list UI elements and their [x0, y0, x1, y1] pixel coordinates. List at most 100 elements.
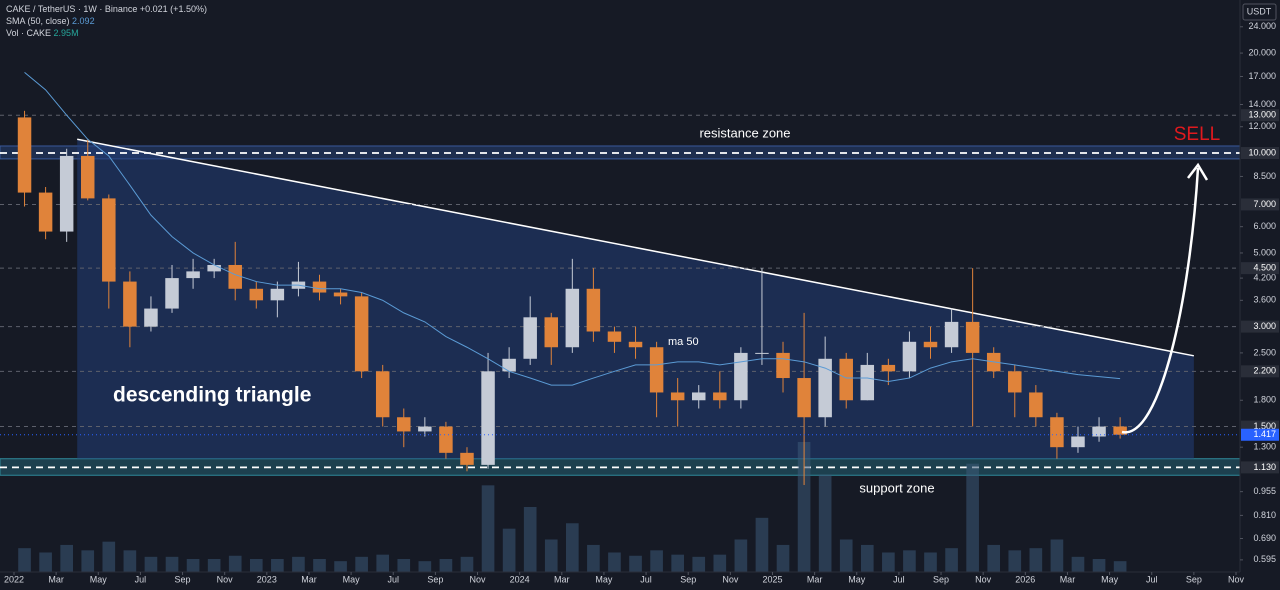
volume-bar — [1092, 559, 1106, 572]
candle-body — [186, 271, 200, 279]
arrow-head — [1187, 162, 1209, 181]
candle-body — [418, 426, 432, 432]
level-label: 2.200 — [1253, 366, 1276, 376]
price-axis — [1240, 0, 1280, 590]
y-tick-label: 8.500 — [1253, 171, 1276, 181]
candle-body — [123, 281, 137, 327]
candle-body — [628, 341, 643, 348]
volume-bar — [60, 544, 73, 572]
candle-body — [333, 292, 348, 297]
y-tick-label: 0.690 — [1253, 533, 1276, 543]
x-tick-label: Jul — [1146, 574, 1158, 584]
volume-bar — [1071, 556, 1085, 572]
level-label: 1.130 — [1253, 462, 1276, 472]
x-tick-label: Mar — [48, 574, 64, 584]
candle-body — [1029, 392, 1043, 418]
volume-bar — [355, 556, 368, 572]
volume-bar — [587, 544, 600, 572]
level-box — [1241, 198, 1279, 211]
candle-body — [586, 288, 601, 332]
symbol-name: CAKE / TetherUS · 1W · Binance — [6, 4, 137, 14]
volume-bar — [186, 559, 200, 572]
y-tick-label: 4.200 — [1253, 272, 1276, 282]
y-tick-label: 0.810 — [1253, 510, 1276, 520]
volume-bar — [418, 561, 432, 572]
volume-bar — [924, 552, 937, 572]
signal: SELL — [1174, 124, 1220, 145]
candle-body — [565, 288, 580, 348]
x-tick-label: 2024 — [510, 574, 530, 584]
level-box — [1241, 109, 1279, 122]
candle-body — [797, 378, 811, 418]
y-tick-label: 17.000 — [1248, 71, 1276, 81]
candle-body — [1008, 371, 1022, 393]
x-tick-label: May — [1101, 574, 1119, 584]
candle-body — [691, 392, 706, 401]
candle-body — [755, 352, 769, 354]
x-tick-label: Mar — [301, 574, 317, 584]
y-tick-label: 14.000 — [1248, 99, 1276, 109]
price-label: 1.417 — [1253, 429, 1276, 439]
volume-bar — [165, 556, 179, 572]
x-tick-label: Nov — [722, 574, 739, 584]
candle-body — [354, 296, 369, 372]
volume-bar — [502, 528, 516, 572]
x-tick-label: Nov — [975, 574, 992, 584]
candle-body — [649, 347, 664, 393]
volume-bar — [544, 539, 558, 572]
x-tick-label: 2025 — [762, 574, 782, 584]
candle-body — [713, 392, 727, 401]
volume-bar — [650, 550, 663, 572]
candle-body — [144, 308, 158, 327]
arrow — [1121, 167, 1200, 434]
plot-area — [0, 71, 1241, 572]
y-tick-label: 20.000 — [1248, 47, 1276, 57]
volume-bar — [376, 554, 390, 572]
y-tick-label: 2.500 — [1253, 347, 1276, 357]
zone-label: support zone — [859, 480, 934, 495]
symbol: CAKE / TetherUS · 1W · Binance +0.021 (+… — [6, 4, 207, 14]
x-tick-label: Jul — [640, 574, 652, 584]
x-tick-label: Nov — [217, 574, 234, 584]
y-tick-label: 0.595 — [1253, 554, 1276, 564]
volume-value: 2.95M — [54, 28, 79, 38]
x-tick-label: May — [343, 574, 361, 584]
volume-bar — [1050, 539, 1064, 572]
volume-legend: Vol · CAKE 2.95M — [6, 28, 79, 38]
x-tick-label: Jul — [893, 574, 905, 584]
volume-bar — [818, 474, 832, 572]
candle-body — [397, 417, 411, 432]
volume-bar — [608, 552, 621, 572]
candle-body — [439, 426, 453, 453]
candle-body — [460, 452, 474, 465]
candle-body — [923, 341, 938, 348]
candle-body — [80, 155, 95, 199]
x-tick-label: Sep — [175, 574, 191, 584]
x-tick-label: Nov — [1228, 574, 1245, 584]
volume-bar — [945, 548, 958, 572]
candle-body — [249, 288, 264, 301]
volume-bar — [228, 555, 242, 572]
candle-body — [165, 278, 179, 309]
sma-legend: SMA (50, close) 2.092 — [6, 16, 95, 26]
volume-bar — [839, 539, 853, 572]
candle-body — [544, 317, 559, 348]
volume-bar — [1029, 548, 1043, 572]
volume-label: Vol · CAKE — [6, 28, 51, 38]
level-box — [1241, 262, 1279, 275]
volume-bar — [249, 559, 263, 572]
x-tick-label: 2023 — [257, 574, 277, 584]
axes: 24.000 20.000 17.000 14.000 12.000 8.500 6.000… — [4, 21, 1279, 584]
level-label: 13.000 — [1248, 110, 1276, 120]
volume-bar — [334, 561, 347, 572]
x-tick-label: 2026 — [1015, 574, 1035, 584]
candle-body — [607, 331, 622, 342]
volume-bar — [1008, 550, 1022, 572]
level-label: 1.500 — [1253, 421, 1276, 431]
zone-label: resistance zone — [699, 125, 790, 140]
x-tick-label: May — [90, 574, 108, 584]
x-tick-label: Sep — [933, 574, 949, 584]
price-box — [1241, 428, 1279, 441]
sma-line — [24, 71, 1121, 386]
candle-body — [839, 358, 853, 401]
